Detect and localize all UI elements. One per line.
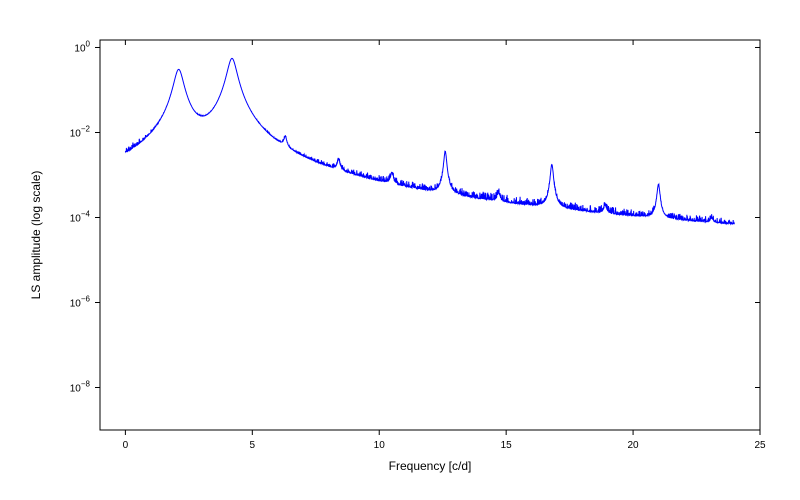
- x-tick-label: 0: [123, 440, 129, 451]
- x-tick-label: 10: [374, 440, 386, 451]
- chart-container: 0 5 10 15 20 25 10−8 10−6 10−4 10−2 100 Frequency […: [0, 0, 800, 500]
- x-tick-label: 25: [754, 440, 766, 451]
- x-tick-label: 15: [501, 440, 513, 451]
- periodogram-chart: 0 5 10 15 20 25 10−8 10−6 10−4 10−2 100 Frequency […: [0, 0, 800, 500]
- y-tick-label: 10−8: [70, 379, 91, 394]
- spectrum-line: [125, 58, 734, 224]
- x-axis-label: Frequency [c/d]: [389, 459, 472, 473]
- y-tick-label: 100: [74, 39, 90, 54]
- y-tick-label: 10−2: [70, 124, 91, 139]
- y-axis-label: LS amplitude (log scale): [29, 171, 43, 300]
- y-tick-label: 10−4: [70, 209, 91, 224]
- x-tick-label: 5: [250, 440, 256, 451]
- y-tick-label: 10−6: [70, 294, 91, 309]
- axes-frame: [100, 40, 760, 430]
- x-tick-label: 20: [628, 440, 640, 451]
